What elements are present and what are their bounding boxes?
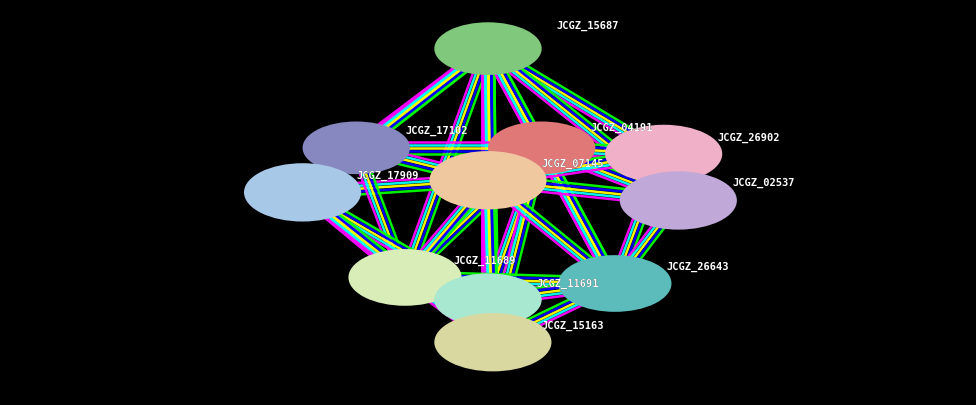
Text: JCGZ_17102: JCGZ_17102: [405, 125, 468, 136]
Ellipse shape: [244, 163, 361, 222]
Ellipse shape: [429, 151, 547, 209]
Ellipse shape: [434, 313, 551, 371]
Text: JCGZ_04191: JCGZ_04191: [590, 122, 653, 133]
Text: JCGZ_02537: JCGZ_02537: [732, 178, 794, 188]
Text: JCGZ_17909: JCGZ_17909: [356, 171, 419, 181]
Ellipse shape: [434, 273, 542, 326]
Text: JCGZ_11691: JCGZ_11691: [537, 278, 599, 289]
Text: JCGZ_07145: JCGZ_07145: [542, 159, 604, 169]
Text: JCGZ_11691: JCGZ_11691: [537, 278, 599, 289]
Text: JCGZ_11689: JCGZ_11689: [454, 256, 516, 266]
Text: JCGZ_26643: JCGZ_26643: [667, 262, 729, 273]
Text: JCGZ_15687: JCGZ_15687: [556, 21, 619, 32]
Text: JCGZ_15163: JCGZ_15163: [542, 321, 604, 331]
Ellipse shape: [434, 22, 542, 75]
Ellipse shape: [348, 249, 462, 306]
Text: JCGZ_17102: JCGZ_17102: [405, 125, 468, 136]
Text: JCGZ_26643: JCGZ_26643: [667, 262, 729, 273]
Ellipse shape: [558, 255, 671, 312]
Ellipse shape: [303, 122, 410, 174]
Text: JCGZ_15163: JCGZ_15163: [542, 321, 604, 331]
Ellipse shape: [488, 122, 595, 174]
Text: JCGZ_26902: JCGZ_26902: [717, 132, 780, 143]
Text: JCGZ_17909: JCGZ_17909: [356, 171, 419, 181]
Text: JCGZ_26902: JCGZ_26902: [717, 132, 780, 143]
Text: JCGZ_02537: JCGZ_02537: [732, 178, 794, 188]
Ellipse shape: [620, 171, 737, 230]
Text: JCGZ_07145: JCGZ_07145: [542, 159, 604, 169]
Text: JCGZ_04191: JCGZ_04191: [590, 122, 653, 133]
Text: JCGZ_11689: JCGZ_11689: [454, 256, 516, 266]
Text: JCGZ_15687: JCGZ_15687: [556, 21, 619, 32]
Ellipse shape: [605, 125, 722, 183]
